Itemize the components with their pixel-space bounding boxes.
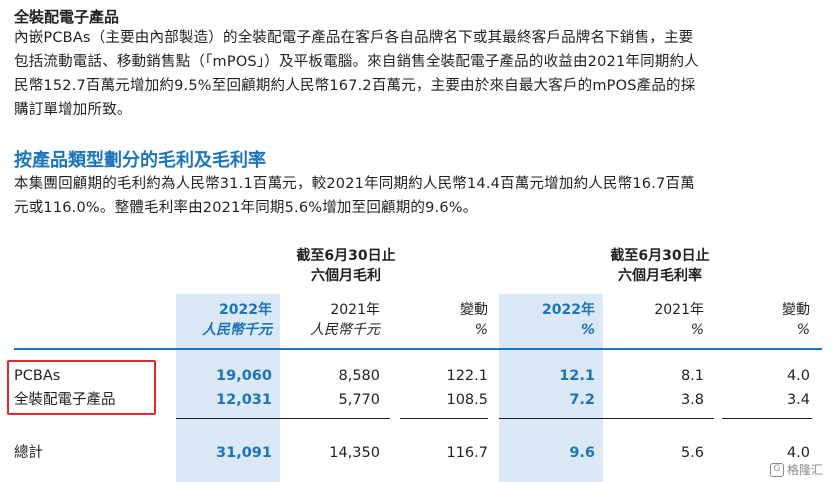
paragraph-line: 內嵌PCBAs（主要由內部製造）的全裝配電子產品在客戶各自品牌名下或其最終客戶品…	[14, 30, 694, 46]
paragraph-line: 本集團回顧期的毛利約為人民幣31.1百萬元，較2021年同期約人民幣14.4百萬…	[14, 176, 695, 192]
cell-pcbas-2021-margin: 8.1	[680, 368, 704, 384]
group-header-line: 六個月毛利率	[618, 268, 702, 284]
watermark: G 格隆汇	[769, 461, 823, 478]
cell-assembled-change-profit: 108.5	[446, 392, 488, 408]
paragraph-line: 包括流動電話、移動銷售點（「mPOS」）及平板電腦。來自銷售全裝配電子產品的收益…	[14, 54, 699, 70]
paragraph-line: 民幣152.7百萬元增加約9.5%至回顧期約人民幣167.2百萬元，主要由於來自…	[14, 78, 696, 94]
group-header-gross-margin: 截至6月30日止 六個月毛利率	[590, 246, 730, 286]
subtotal-rule-margin	[499, 418, 714, 419]
highlight-box-product-rows	[7, 360, 156, 415]
column-year: 變動	[460, 302, 488, 318]
cell-total-2021-margin: 5.6	[680, 445, 704, 461]
column-header-2022-profit: 2022年 人民幣千元	[176, 300, 272, 340]
column-header-2022-margin: 2022年 %	[499, 300, 595, 340]
group-header-line: 截至6月30日止	[296, 248, 396, 264]
gelonghui-logo-icon: G	[769, 462, 784, 477]
cell-total-2021-profit: 14,350	[329, 445, 380, 461]
paragraph-gross-profit: 本集團回顧期的毛利約為人民幣31.1百萬元，較2021年同期約人民幣14.4百萬…	[14, 172, 695, 220]
cell-pcbas-change-profit: 122.1	[446, 368, 488, 384]
paragraph-line: 元或116.0%。整體毛利率由2021年同期5.6%增加至回顧期的9.6%。	[14, 200, 478, 216]
column-unit: 人民幣千元	[310, 322, 380, 338]
column-year: 2022年	[219, 302, 272, 318]
cell-assembled-2022-profit: 12,031	[216, 392, 272, 408]
row-label-pcbas: PCBAs	[14, 368, 61, 384]
row-label-assembled-products: 全裝配電子產品	[14, 392, 116, 408]
section-title-gross-profit: 按產品類型劃分的毛利及毛利率	[14, 150, 266, 171]
column-year: 2022年	[542, 302, 595, 318]
cell-assembled-2021-margin: 3.8	[680, 392, 704, 408]
cell-assembled-2022-margin: 7.2	[569, 392, 595, 408]
column-year: 變動	[782, 302, 810, 318]
cell-total-2022-margin: 9.6	[569, 445, 595, 461]
cell-total-change-profit: 116.7	[446, 445, 488, 461]
column-header-2021-margin: 2021年 %	[608, 300, 704, 340]
cell-total-2022-profit: 31,091	[216, 445, 272, 461]
cell-pcbas-2021-profit: 8,580	[338, 368, 380, 384]
column-unit: %	[580, 322, 595, 338]
cell-assembled-2021-profit: 5,770	[338, 392, 380, 408]
column-year: 2021年	[330, 302, 380, 318]
column-unit: 人民幣千元	[202, 322, 272, 338]
column-unit: %	[690, 322, 704, 338]
column-year: 2021年	[654, 302, 704, 318]
column-header-change-profit: 變動 %	[400, 300, 488, 340]
cell-pcbas-2022-margin: 12.1	[559, 368, 595, 384]
header-rule	[14, 348, 822, 350]
subtotal-rule-change-profit	[400, 418, 488, 419]
subtotal-rule-profit	[176, 418, 390, 419]
group-header-line: 截至6月30日止	[610, 248, 710, 264]
paragraph-line: 購訂單增加所致。	[14, 102, 132, 118]
subtotal-rule-change-margin	[722, 418, 812, 419]
group-header-line: 六個月毛利	[311, 268, 381, 284]
section-title-assembled-products: 全裝配電子產品	[14, 8, 120, 26]
row-label-total: 總計	[14, 445, 43, 461]
column-unit: %	[474, 322, 488, 338]
group-header-gross-profit: 截至6月30日止 六個月毛利	[276, 246, 416, 286]
cell-pcbas-change-margin: 4.0	[786, 368, 810, 384]
cell-pcbas-2022-profit: 19,060	[216, 368, 272, 384]
highlight-column-2022-gross-profit	[176, 294, 280, 482]
highlight-column-2022-margin	[499, 294, 603, 482]
paragraph-assembled-products: 內嵌PCBAs（主要由內部製造）的全裝配電子產品在客戶各自品牌名下或其最終客戶品…	[14, 26, 699, 122]
cell-total-change-margin: 4.0	[786, 445, 810, 461]
watermark-text: 格隆汇	[786, 463, 823, 477]
column-unit: %	[796, 322, 810, 338]
cell-assembled-change-margin: 3.4	[786, 392, 810, 408]
column-header-change-margin: 變動 %	[720, 300, 810, 340]
column-header-2021-profit: 2021年 人民幣千元	[284, 300, 380, 340]
